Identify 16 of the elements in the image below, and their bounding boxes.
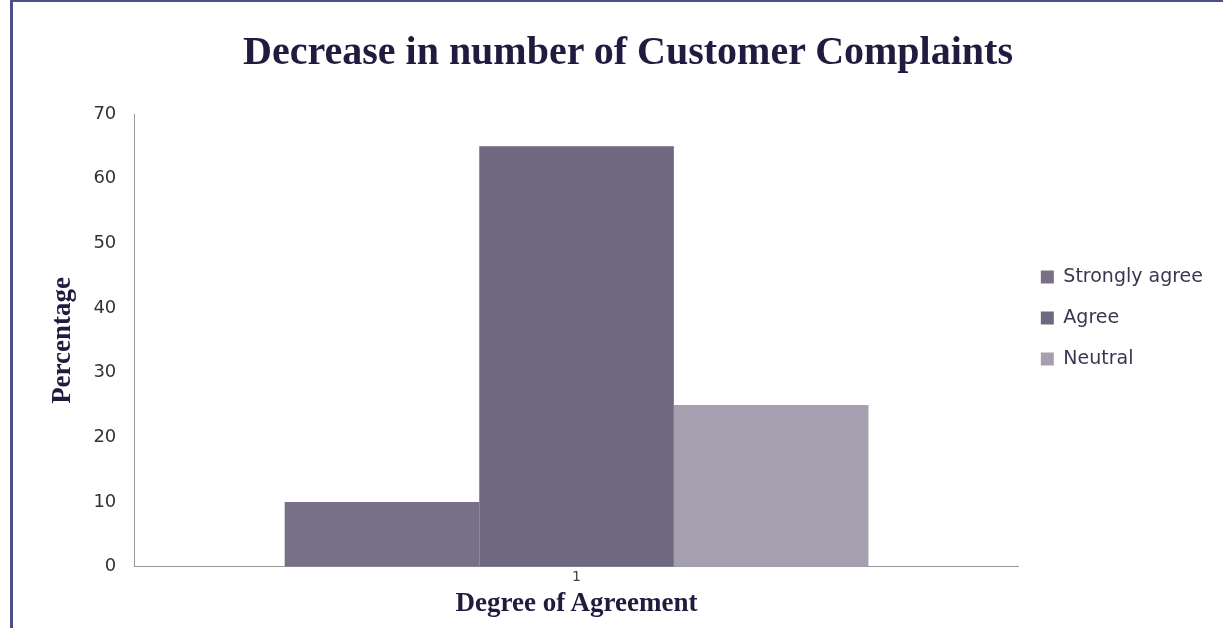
- legend-label: Strongly agree: [1063, 263, 1203, 286]
- legend-label: Agree: [1063, 304, 1120, 327]
- y-tick-label: 70: [93, 101, 117, 123]
- legend-label: Neutral: [1063, 345, 1134, 368]
- y-tick-label: 10: [93, 489, 117, 511]
- x-tick-label: 1: [572, 567, 582, 584]
- y-tick-label: 0: [104, 554, 117, 576]
- chart-title: Decrease in number of Customer Complaints: [243, 28, 1013, 74]
- y-tick-label: 30: [93, 360, 117, 382]
- y-tick-label: 40: [93, 295, 117, 317]
- x-axis-title: Degree of Agreement: [455, 586, 698, 617]
- y-axis-title: Percentage: [46, 276, 77, 404]
- y-tick-label: 20: [93, 425, 117, 447]
- bar: [673, 405, 869, 567]
- y-tick-label: 50: [93, 231, 117, 253]
- y-tick-label: 60: [93, 166, 117, 188]
